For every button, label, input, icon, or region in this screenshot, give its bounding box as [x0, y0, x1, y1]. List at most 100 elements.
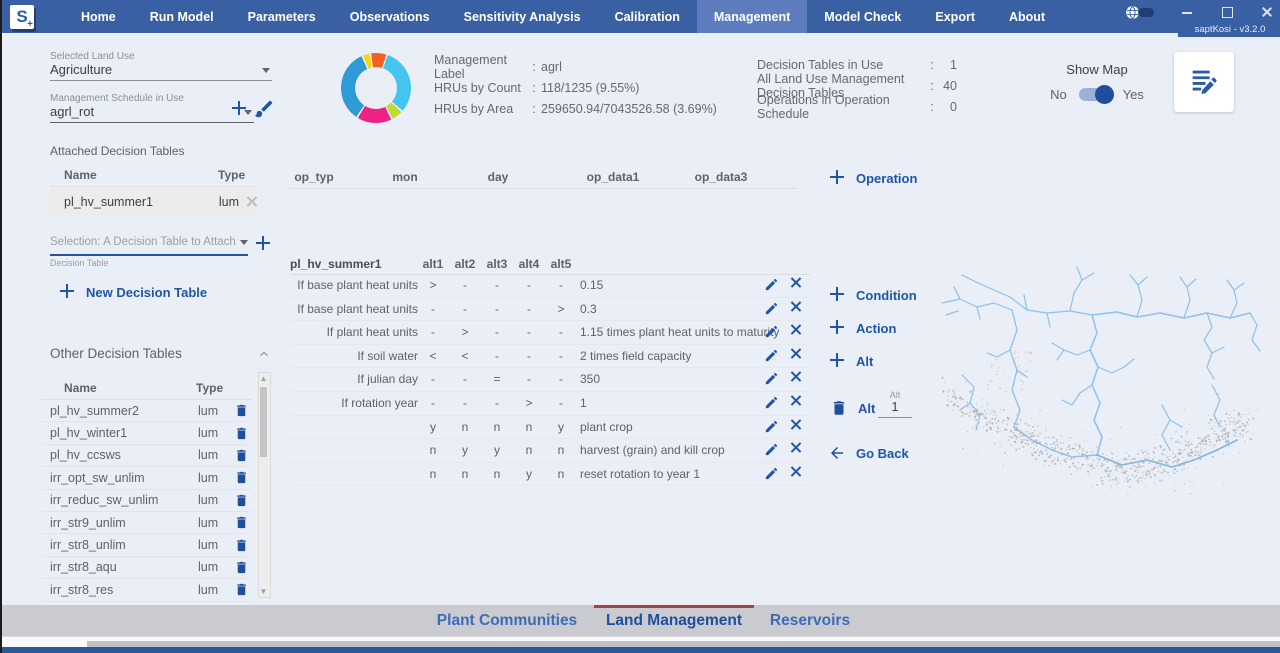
- edit-row-button[interactable]: [764, 419, 779, 434]
- detach-table-button[interactable]: [246, 196, 257, 207]
- alt-value: n: [557, 443, 565, 458]
- scroll-up-icon: ▲: [259, 374, 268, 383]
- plus-icon: [830, 287, 846, 303]
- row-name: pl_hv_winter1: [50, 426, 128, 441]
- attach-table-button[interactable]: [256, 236, 272, 252]
- clear-schedule-button[interactable]: [253, 98, 275, 120]
- show-map-toggle[interactable]: [1078, 85, 1114, 104]
- nav-tab[interactable]: Home: [64, 0, 133, 33]
- delete-row-button[interactable]: [790, 324, 803, 337]
- row-type: lum: [198, 448, 219, 463]
- summary-key: All Land Use Management Decision Tables: [757, 71, 905, 100]
- tab-reservoirs[interactable]: Reservoirs: [770, 605, 850, 636]
- nav-tab[interactable]: Model Check: [807, 0, 918, 33]
- alt-number-field[interactable]: Alt 1: [878, 390, 912, 418]
- maximize-button[interactable]: [1220, 5, 1234, 19]
- delete-table-button[interactable]: [234, 470, 249, 485]
- delete-row-button[interactable]: [790, 301, 803, 314]
- edit-row-button[interactable]: [764, 395, 779, 410]
- op-col: mon: [392, 170, 418, 184]
- row-name: irr_opt_sw_unlim: [50, 470, 145, 485]
- tab-label: Plant Communities: [436, 611, 578, 629]
- notes-button[interactable]: [1174, 52, 1234, 112]
- alt-value: -: [495, 325, 499, 340]
- delete-row-button[interactable]: [790, 371, 803, 384]
- decision-row: y n n n y plant crop: [290, 416, 810, 440]
- close-button[interactable]: [1260, 5, 1274, 19]
- add-operation-button[interactable]: Operation: [830, 170, 917, 186]
- delete-table-button[interactable]: [234, 538, 249, 553]
- delete-table-button[interactable]: [234, 426, 249, 441]
- alt-value: -: [495, 278, 499, 292]
- selected-land-use-value: Agriculture: [50, 62, 113, 77]
- delete-row-button[interactable]: [790, 395, 803, 408]
- decision-row: If soil water < < - - - 2 times field ca…: [290, 345, 810, 369]
- delete-table-button[interactable]: [234, 403, 249, 418]
- x-icon: [790, 277, 803, 290]
- delete-row-button[interactable]: [790, 442, 803, 455]
- delete-table-button[interactable]: [234, 560, 249, 575]
- delete-table-button[interactable]: [234, 582, 249, 597]
- edit-row-button[interactable]: [764, 466, 779, 481]
- summary-key: Decision Tables in Use: [757, 57, 884, 72]
- add-action-button[interactable]: Action: [830, 320, 896, 336]
- delete-row-button[interactable]: [790, 466, 803, 479]
- table-row: irr_opt_sw_unlim lum: [42, 467, 252, 490]
- edit-row-button[interactable]: [764, 371, 779, 386]
- delete-row-button[interactable]: [790, 419, 803, 432]
- minimize-button[interactable]: [1180, 5, 1194, 19]
- alt-col: alt2: [454, 257, 476, 271]
- edit-row-button[interactable]: [764, 442, 779, 457]
- show-map-label: Show Map: [1066, 62, 1128, 77]
- alt-value: >: [461, 325, 469, 340]
- edit-note-icon: [1192, 70, 1217, 95]
- collapse-section-button[interactable]: [256, 346, 272, 362]
- delete-table-button[interactable]: [234, 515, 249, 530]
- nav-tab[interactable]: About: [992, 0, 1062, 33]
- other-tables-scrollbar[interactable]: ▲ ▼: [258, 372, 271, 598]
- nav-tab[interactable]: Calibration: [598, 0, 697, 33]
- delete-table-button[interactable]: [234, 448, 249, 463]
- add-condition-button[interactable]: Condition: [830, 287, 917, 303]
- plus-icon: [60, 284, 76, 300]
- row-type: lum: [198, 403, 219, 418]
- delete-row-button[interactable]: [790, 277, 803, 290]
- decision-row: If plant heat units - > - - - 1.15 times…: [290, 321, 810, 345]
- alt-value: -: [559, 395, 563, 410]
- schedule-dropdown[interactable]: Management Schedule in Use agrl_rot: [50, 93, 254, 123]
- nav-tab[interactable]: Export: [918, 0, 992, 33]
- nav-tab-label: Observations: [349, 9, 430, 24]
- theme-toggle[interactable]: [1124, 4, 1154, 21]
- alt-value: n: [429, 466, 437, 481]
- attached-row-type: lum: [218, 194, 240, 209]
- x-icon: [790, 324, 803, 337]
- alt-value: n: [461, 466, 469, 481]
- nav-tab[interactable]: Parameters: [231, 0, 333, 33]
- selected-land-use-dropdown[interactable]: Selected Land Use Agriculture: [50, 51, 272, 81]
- nav-tab[interactable]: Run Model: [133, 0, 231, 33]
- attach-table-dropdown[interactable]: Selection: A Decision Table to Attach: [50, 230, 248, 256]
- bottom-strip-gray: [87, 641, 1280, 647]
- delete-table-button[interactable]: [234, 493, 249, 508]
- tab-land-management[interactable]: Land Management: [606, 605, 742, 636]
- edit-row-button[interactable]: [764, 324, 779, 339]
- alt-value: n: [525, 419, 533, 434]
- alt-value: n: [461, 419, 469, 434]
- delete-row-button[interactable]: [790, 348, 803, 361]
- new-decision-table-button[interactable]: New Decision Table: [60, 284, 207, 300]
- tab-plant-communities[interactable]: Plant Communities: [437, 605, 577, 636]
- add-alt-button[interactable]: Alt: [830, 353, 873, 369]
- go-back-button[interactable]: Go Back: [828, 444, 909, 462]
- edit-row-button[interactable]: [764, 301, 779, 316]
- window-controls: [1124, 2, 1274, 22]
- alt-value: -: [431, 372, 435, 387]
- nav-tab[interactable]: Sensitivity Analysis: [447, 0, 598, 33]
- edit-row-button[interactable]: [764, 348, 779, 363]
- tab-label: Land Management: [605, 611, 743, 629]
- table-row: irr_str8_aqu lum: [42, 557, 252, 580]
- nav-tab[interactable]: Observations: [333, 0, 447, 33]
- nav-tab[interactable]: Management: [696, 0, 808, 33]
- add-schedule-button[interactable]: [232, 101, 249, 118]
- delete-alt-button[interactable]: Alt: [830, 399, 875, 417]
- edit-row-button[interactable]: [764, 277, 779, 292]
